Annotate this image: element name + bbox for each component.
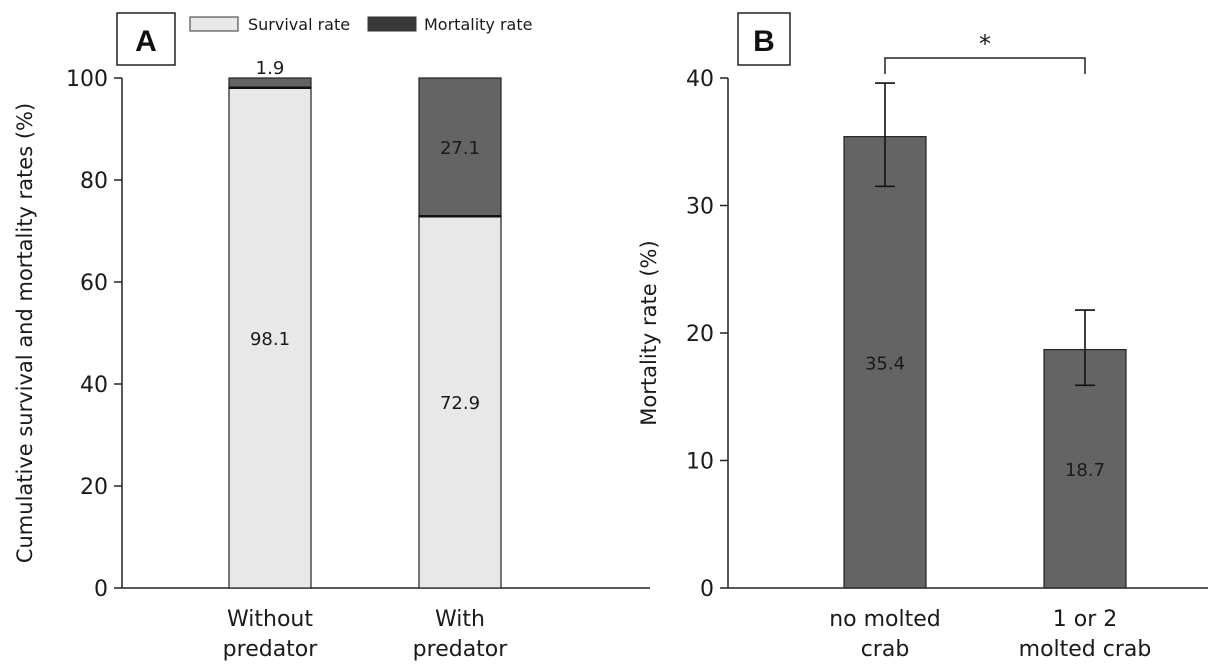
y-tick-label: 40 <box>80 373 108 398</box>
panel-a-letter: A <box>135 25 157 58</box>
bar-value-label: 1.9 <box>256 58 285 79</box>
panel-b-error-bars <box>875 82 1095 387</box>
bar-segment <box>228 87 312 589</box>
x-tick-label: predator <box>413 637 509 662</box>
legend-label: Survival rate <box>248 15 350 34</box>
bar-segment <box>418 215 502 589</box>
x-tick-label: predator <box>223 637 319 662</box>
panel-a-bar-labels: 98.1 1.9 72.9 27.1 <box>250 58 480 414</box>
y-tick-label: 0 <box>700 577 714 602</box>
y-tick-label: 20 <box>686 322 714 347</box>
x-tick-label: crab <box>861 637 910 662</box>
panel-b-y-axis-label: Mortality rate (%) <box>637 240 661 425</box>
legend: Survival rate Mortality rate <box>189 15 532 34</box>
y-tick-label: 30 <box>686 195 714 220</box>
panel-a-letter-box <box>116 12 176 66</box>
panel-b-bars <box>843 136 1127 589</box>
panel-a-chart: A Survival rate Mortality rate Cumulative… <box>13 12 650 662</box>
x-tick-label: Without <box>227 607 313 632</box>
y-tick-label: 100 <box>66 67 108 92</box>
panel-a-axes: 0 20 40 60 80 100 <box>66 67 650 602</box>
bar-segment <box>418 77 502 217</box>
y-tick-label: 0 <box>94 577 108 602</box>
y-tick-label: 20 <box>80 475 108 500</box>
panel-b-x-tick-labels: no molted crab 1 or 2 molted crab <box>829 607 1151 662</box>
legend-swatch <box>367 16 417 32</box>
bar-value-label: 18.7 <box>1065 460 1105 481</box>
significance-bracket-line <box>884 57 1086 74</box>
y-tick-label: 80 <box>80 169 108 194</box>
panel-b-letter: B <box>753 25 775 58</box>
significance-marker: * <box>979 30 991 58</box>
bar-value-label: 27.1 <box>440 138 480 159</box>
x-tick-label: molted crab <box>1019 637 1152 662</box>
legend-label: Mortality rate <box>424 15 532 34</box>
bar-segment <box>228 77 312 89</box>
significance-bracket: * <box>884 30 1086 74</box>
y-tick-label: 40 <box>686 67 714 92</box>
bar-value-label: 72.9 <box>440 393 480 414</box>
y-tick-label: 10 <box>686 450 714 475</box>
panel-a-x-tick-labels: Without predator With predator <box>223 607 509 662</box>
y-tick-label: 60 <box>80 271 108 296</box>
panel-b-bar-labels: 35.4 18.7 <box>865 353 1105 480</box>
bar-value-label: 35.4 <box>865 353 905 374</box>
panel-b-letter-box <box>737 12 791 66</box>
bar-value-label: 98.1 <box>250 329 290 350</box>
x-tick-label: no molted <box>829 607 941 632</box>
panel-a-y-axis-label: Cumulative survival and mortality rates … <box>13 103 37 563</box>
bar <box>843 136 927 589</box>
legend-swatch <box>189 16 239 32</box>
panel-b-axes: 0 10 20 30 40 <box>686 67 1208 602</box>
bar <box>1043 348 1127 589</box>
x-tick-label: With <box>435 607 485 632</box>
panel-a-bars <box>228 77 502 589</box>
x-tick-label: 1 or 2 <box>1053 607 1118 632</box>
